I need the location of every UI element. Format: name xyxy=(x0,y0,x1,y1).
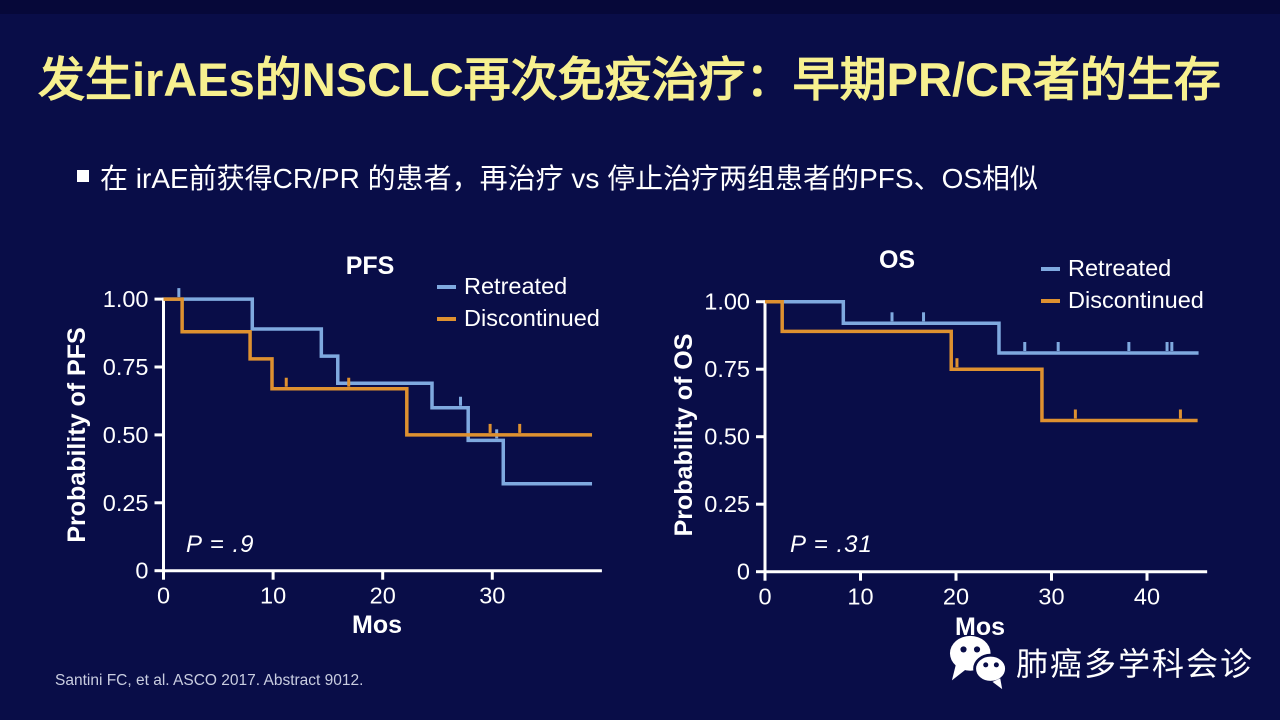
y-tick-label: 0.50 xyxy=(103,422,149,448)
os-p-value: P = .31 xyxy=(790,531,873,558)
y-tick-label: 0.75 xyxy=(704,356,750,382)
km-curve-retreated xyxy=(163,297,593,486)
x-tick-label: 20 xyxy=(370,583,396,609)
x-tick-label: 0 xyxy=(758,584,771,610)
legend-label-discontinued: Discontinued xyxy=(1068,287,1204,313)
pfs-km-chart: 0 0.25 0.50 0.75 1.00 0 10 20 30 xyxy=(103,286,602,609)
os-chart-title: OS xyxy=(878,246,916,274)
x-tick-label: 20 xyxy=(943,584,969,610)
y-tick-label: 0.25 xyxy=(704,491,750,517)
x-tick-label: 30 xyxy=(1038,584,1064,610)
slide-title: 发生irAEs的NSCLC再次免疫治疗：早期PR/CR者的生存 xyxy=(38,53,1221,106)
pfs-x-axis-label: Mos xyxy=(352,611,402,639)
x-tick-label: 40 xyxy=(1134,584,1160,610)
legend-row-retreated: Retreated xyxy=(1041,256,1204,281)
legend-dash-icon-discontinued xyxy=(1041,298,1060,303)
pfs-y-axis-label: Probability of PFS xyxy=(63,327,91,543)
legend-label-discontinued: Discontinued xyxy=(464,305,600,331)
y-tick-label: 1.00 xyxy=(704,289,750,315)
x-tick-label: 10 xyxy=(847,584,873,610)
bullet-square-icon xyxy=(77,170,89,182)
y-tick-label: 0.25 xyxy=(103,490,149,516)
pfs-p-value: P = .9 xyxy=(186,531,255,558)
wechat-icon xyxy=(949,635,1008,690)
legend-row-discontinued: Discontinued xyxy=(1041,288,1204,313)
bullet-text: 在 irAE前获得CR/PR 的患者，再治疗 vs 停止治疗两组患者的PFS、O… xyxy=(100,163,1039,194)
y-tick-label: 0.50 xyxy=(704,424,750,450)
y-tick-label: 0.75 xyxy=(103,354,149,380)
os-legend: Retreated Discontinued xyxy=(1041,256,1204,313)
legend-label-retreated: Retreated xyxy=(464,273,568,299)
citation: Santini FC, et al. ASCO 2017. Abstract 9… xyxy=(55,672,364,689)
x-tick-label: 30 xyxy=(479,583,505,609)
km-curve-discontinued xyxy=(765,299,1198,423)
x-tick-label: 0 xyxy=(157,583,170,609)
pfs-legend: Retreated Discontinued xyxy=(437,274,600,331)
pfs-chart-title: PFS xyxy=(345,252,395,280)
km-curve-retreated xyxy=(765,299,1199,355)
y-tick-label: 0 xyxy=(135,558,148,584)
legend-dash-icon-retreated xyxy=(437,284,456,289)
y-tick-label: 0 xyxy=(737,559,750,585)
watermark-label: 肺癌多学科会诊 xyxy=(1016,646,1255,682)
legend-row-discontinued: Discontinued xyxy=(437,306,600,331)
y-tick-label: 1.00 xyxy=(103,286,149,312)
os-km-chart: 0 0.25 0.50 0.75 1.00 0 10 20 30 40 xyxy=(704,289,1208,610)
legend-row-retreated: Retreated xyxy=(437,274,600,299)
legend-dash-icon-discontinued xyxy=(437,316,456,321)
os-x-axis-label: Mos xyxy=(955,613,1005,641)
x-tick-label: 10 xyxy=(260,583,286,609)
km-curve-discontinued xyxy=(163,297,593,437)
watermark: 肺癌多学科会诊 xyxy=(946,633,1254,691)
legend-dash-icon-retreated xyxy=(1041,266,1060,271)
os-y-axis-label: Probability of OS xyxy=(670,333,698,537)
legend-label-retreated: Retreated xyxy=(1068,255,1172,281)
